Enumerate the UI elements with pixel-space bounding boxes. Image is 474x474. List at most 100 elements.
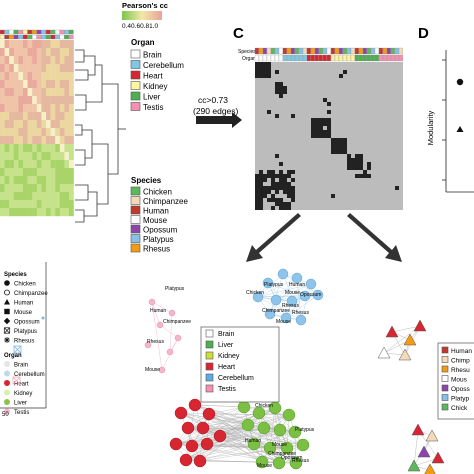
heatmap-cell [69, 48, 74, 57]
modularity-plot: Modularity [426, 50, 474, 193]
heatmap-cell [41, 160, 47, 169]
adjacency-edge [275, 114, 279, 118]
adjacency-edge [255, 174, 259, 178]
heatmap-cell [64, 152, 70, 161]
heatmap-cell [13, 192, 19, 201]
heatmap-cell [64, 120, 70, 129]
heatmap-cell [18, 200, 24, 209]
heatmap-cell [41, 56, 47, 65]
node-label: Mouse [272, 442, 287, 448]
heatmap-cell [69, 144, 74, 153]
network-edge [258, 412, 288, 449]
colorbar: Pearson's cc 0.40.60.81.0 [122, 1, 168, 30]
organ-swatch [130, 60, 141, 69]
heatmap-cell [41, 88, 47, 97]
heatmap-cell [55, 72, 60, 81]
adjacency-edge [291, 170, 295, 174]
strip-cell [22, 34, 28, 40]
heatmap-cell [64, 144, 70, 153]
heatmap-cell [69, 152, 74, 161]
organ-strip-cell [370, 54, 375, 62]
adjacency-edge [291, 186, 295, 190]
species-strip-cell [314, 47, 319, 55]
node-label: Platypus [264, 282, 284, 288]
adjacency-edge [259, 206, 263, 210]
adjacency-edge [291, 178, 295, 182]
organ-legend-item: Liver [218, 342, 234, 349]
heatmap-cell [18, 184, 24, 193]
heatmap-cell [13, 184, 19, 193]
network-node [181, 421, 195, 435]
adjacency-edge [287, 182, 291, 186]
heatmap-cell [9, 88, 14, 97]
heatmap-cell [0, 40, 5, 49]
adjacency-edge [279, 174, 283, 178]
network-edge [285, 294, 319, 319]
heatmap-cell [27, 160, 33, 169]
heatmap-cell [23, 96, 28, 105]
heatmap-cell [41, 96, 47, 105]
heatmap-cell [18, 64, 24, 73]
strip-cell [36, 29, 42, 35]
heatmap-cell [46, 96, 51, 105]
heatmap-cell [23, 88, 28, 97]
network-node [166, 348, 174, 356]
heatmap-cell [46, 80, 51, 89]
heatmap-cell [23, 80, 28, 89]
heatmap-cell [55, 200, 60, 209]
heatmap-cell [13, 40, 19, 49]
network-node [288, 425, 302, 439]
edge-count-label: (290 edges) [193, 106, 239, 116]
colorbar-gradient [122, 11, 162, 20]
heatmap-cell [32, 80, 37, 89]
heatmap-cell [64, 184, 70, 193]
adjacency-edge [279, 198, 283, 202]
species-row-label: Species [238, 49, 256, 55]
species-swatch [130, 205, 141, 215]
symbol-species-item: Opossum [14, 320, 40, 326]
adjacency-edge [279, 86, 283, 90]
heatmap-cell [13, 120, 19, 129]
heatmap-cell [32, 96, 37, 105]
heatmap-cell [4, 176, 10, 185]
network-node [263, 441, 277, 455]
heatmap-cell [4, 192, 10, 201]
strip-cell [64, 34, 69, 40]
heatmap-cell [50, 88, 56, 97]
heatmap-cell [23, 192, 28, 201]
heatmap-cell [41, 152, 47, 161]
organ-strip-cell [282, 54, 287, 62]
heatmap-cell [41, 80, 47, 89]
heatmap-cell [55, 96, 60, 105]
adjacency-edge [319, 130, 323, 134]
heatmap-cell [13, 136, 19, 145]
organ-strip-cell [346, 54, 351, 62]
adjacency-edge [267, 170, 271, 174]
heatmap-cell [36, 128, 42, 137]
adjacency-edge [279, 162, 283, 166]
strip-cell [9, 29, 14, 35]
species-strip-cell [262, 47, 267, 55]
network-node-triangle [425, 429, 439, 442]
node-label: Mouse [276, 319, 291, 325]
heatmap-cell [18, 112, 24, 121]
adjacency-edge [315, 126, 319, 130]
legend-box [200, 326, 280, 403]
heatmap-cell [55, 208, 60, 217]
symbol-organ-item: Kidney [14, 391, 32, 397]
organ-swatch [205, 340, 214, 349]
strip-cell [4, 29, 10, 35]
heatmap-cell [55, 136, 60, 145]
adjacency-edge [315, 122, 319, 126]
organ-swatch [205, 384, 214, 393]
adjacency-edge [287, 174, 291, 178]
strip-cell [27, 34, 33, 40]
node-label: Mouse [257, 463, 272, 469]
heatmap-cell [9, 136, 14, 145]
adjacency-edge [287, 206, 291, 210]
species-swatch [130, 186, 141, 196]
network-edge [300, 283, 312, 321]
heatmap-cell [18, 96, 24, 105]
network-edge [151, 301, 161, 326]
